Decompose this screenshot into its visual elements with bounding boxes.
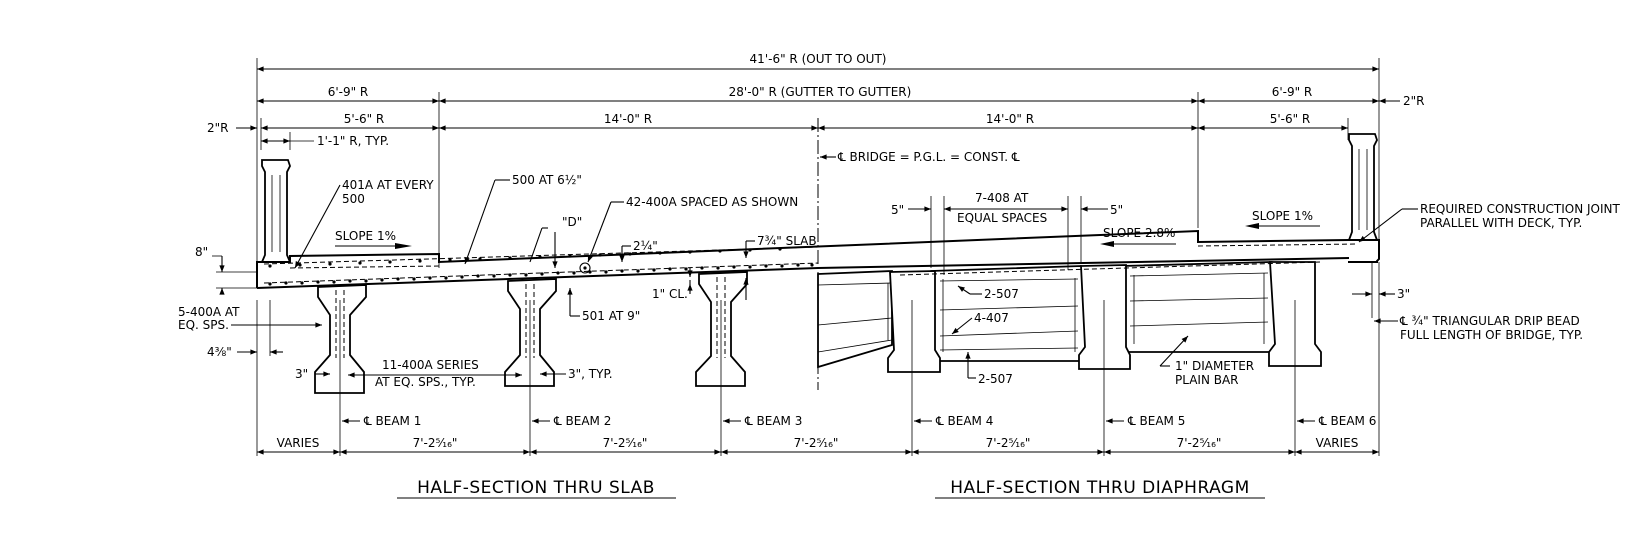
note-drip-line2: FULL LENGTH OF BRIDGE, TYP. — [1400, 328, 1583, 342]
note-plain-bar-line1: 1" DIAMETER — [1175, 359, 1254, 373]
cl-bridge-label: ℄ BRIDGE = P.G.L. = CONST. ℄ — [837, 150, 1020, 164]
note-slab: 7¾" SLAB — [757, 234, 817, 248]
dim-gap-right: 3", TYP. — [568, 367, 613, 381]
note-d: "D" — [562, 215, 582, 229]
dim-right-overhang: 6'-9" R — [1272, 85, 1313, 99]
note-4-407: 4-407 — [974, 311, 1009, 325]
slab-rebar — [268, 247, 814, 286]
dim-bottom-varies-right: VARIES — [1316, 436, 1359, 450]
note-slope-left: SLOPE 1% — [335, 229, 396, 243]
dim-bottom-varies-left: VARIES — [277, 436, 320, 450]
note-5-400a-line2: EQ. SPS. — [178, 318, 229, 332]
dim-drip: 3" — [1397, 287, 1410, 301]
note-5-400a-line1: 5-400A AT — [178, 305, 240, 319]
dim-overall: 41'-6" R (OUT TO OUT) — [750, 52, 887, 66]
beam-3-label: ℄ BEAM 3 — [744, 414, 802, 428]
dim-bottom-2: 7'-2⁵⁄₁₆" — [603, 436, 648, 450]
beam-1 — [314, 284, 367, 394]
dim-lane-left: 14'-0" R — [604, 112, 652, 126]
note-2-507-bottom: 2-507 — [978, 372, 1013, 386]
beam-6-label: ℄ BEAM 6 — [1318, 414, 1376, 428]
title-diaphragm: HALF-SECTION THRU DIAPHRAGM — [950, 478, 1250, 498]
dim-bottom-3: 7'-2⁵⁄₁₆" — [794, 436, 839, 450]
beam-2 — [504, 278, 557, 387]
section-titles: HALF-SECTION THRU SLAB HALF-SECTION THRU… — [397, 478, 1265, 499]
note-slope-deck: SLOPE 2.8% — [1103, 226, 1175, 240]
dim-bar-offset: 4⅜" — [207, 345, 232, 359]
beam-centerlines: ℄ BEAM 1 ℄ BEAM 2 ℄ BEAM 3 ℄ BEAM 4 ℄ BE… — [256, 262, 1380, 456]
top-dimensions: 41'-6" R (OUT TO OUT) 6'-9" R 28'-0" R (… — [207, 52, 1425, 268]
dim-rail-width: 1'-1" R, TYP. — [317, 134, 389, 148]
dim-gap-left: 3" — [295, 367, 308, 381]
dim-right-edge: 2"R — [1403, 94, 1425, 108]
note-slope-right: SLOPE 1% — [1252, 209, 1313, 223]
note-series-line2: AT EQ. SPS., TYP. — [375, 375, 476, 389]
dim-left-edge: 2"R — [207, 121, 229, 135]
dim-diaph-right: 5" — [1110, 203, 1123, 217]
note-cover: 1" CL. — [652, 287, 688, 301]
note-2-25: 2¼" — [633, 239, 658, 253]
note-501: 501 AT 9" — [582, 309, 640, 323]
note-7-408-line2: EQUAL SPACES — [957, 211, 1047, 225]
note-drip-line1: ℄ ¾" TRIANGULAR DRIP BEAD — [1399, 314, 1580, 328]
beam-4 — [887, 270, 941, 373]
note-2-507-top: 2-507 — [984, 287, 1019, 301]
diaphragm-notes: 5" 7-408 AT EQUAL SPACES 5" 2-507 4-407 … — [891, 191, 1621, 387]
dim-gutter: 28'-0" R (GUTTER TO GUTTER) — [729, 85, 912, 99]
dim-bottom-5: 7'-2⁵⁄₁₆" — [1177, 436, 1222, 450]
dim-diaph-left: 5" — [891, 203, 904, 217]
beam-3 — [695, 271, 748, 387]
dim-left-overhang: 6'-9" R — [328, 85, 369, 99]
dim-left-sidewalk: 5'-6" R — [344, 112, 385, 126]
slab-notes: 401A AT EVERY 500 500 AT 6½" 42-400A SPA… — [178, 173, 817, 389]
title-slab: HALF-SECTION THRU SLAB — [417, 478, 655, 498]
note-joint-line2: PARALLEL WITH DECK, TYP. — [1420, 216, 1582, 230]
note-500: 500 AT 6½" — [512, 173, 582, 187]
beam-1-label: ℄ BEAM 1 — [363, 414, 421, 428]
beams-right — [817, 257, 1350, 373]
dim-curb-height: 8" — [195, 245, 208, 259]
dim-right-sidewalk: 5'-6" R — [1270, 112, 1311, 126]
note-plain-bar-line2: PLAIN BAR — [1175, 373, 1239, 387]
beam-2-label: ℄ BEAM 2 — [553, 414, 611, 428]
right-parapet — [1347, 133, 1379, 241]
note-joint-line1: REQUIRED CONSTRUCTION JOINT — [1420, 202, 1621, 216]
dim-bottom-1: 7'-2⁵⁄₁₆" — [413, 436, 458, 450]
note-series-line1: 11-400A SERIES — [382, 358, 479, 372]
beam-4-label: ℄ BEAM 4 — [935, 414, 993, 428]
note-400a: 42-400A SPACED AS SHOWN — [626, 195, 798, 209]
beam-5 — [1078, 264, 1131, 370]
beam-5-label: ℄ BEAM 5 — [1127, 414, 1185, 428]
note-401a-line1: 401A AT EVERY — [342, 178, 434, 192]
left-parapet — [260, 159, 292, 263]
note-401a-line2: 500 — [342, 192, 365, 206]
bridge-deck — [256, 133, 1380, 289]
note-7-408-line1: 7-408 AT — [975, 191, 1029, 205]
bottom-dimensions: VARIES 7'-2⁵⁄₁₆" 7'-2⁵⁄₁₆" 7'-2⁵⁄₁₆" 7'-… — [257, 436, 1379, 455]
dim-bottom-4: 7'-2⁵⁄₁₆" — [986, 436, 1031, 450]
dim-lane-right: 14'-0" R — [986, 112, 1034, 126]
